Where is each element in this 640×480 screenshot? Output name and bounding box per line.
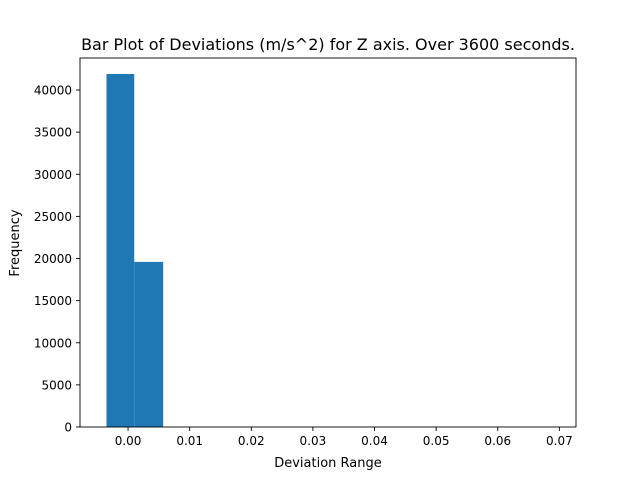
x-tick-label: 0.05: [423, 434, 450, 448]
plot-frame: [79, 57, 577, 428]
bar-2: [134, 261, 164, 427]
y-tick-label: 15000: [34, 294, 72, 308]
bar-1: [106, 74, 135, 428]
x-tick-label: 0.04: [361, 434, 388, 448]
y-axis-label: Frequency: [8, 209, 23, 276]
chart-title: Bar Plot of Deviations (m/s^2) for Z axi…: [81, 35, 575, 54]
x-tick-label: 0.07: [546, 434, 573, 448]
y-tick-label: 10000: [34, 336, 72, 350]
y-tick-label: 35000: [34, 126, 72, 140]
y-tick-label: 40000: [34, 84, 72, 98]
x-axis-label: Deviation Range: [274, 456, 382, 471]
y-tick-label: 25000: [34, 210, 72, 224]
y-tick-label: 0: [64, 421, 72, 435]
y-tick-label: 20000: [34, 252, 72, 266]
x-tick-label: 0.01: [176, 434, 203, 448]
plot-area: 0.00 0.01 0.02 0.03 0.04 0.05 0.06 0.07 0 5000 100…: [34, 57, 577, 448]
x-tick-label: 0.03: [300, 434, 327, 448]
x-tick-label: 0.02: [238, 434, 265, 448]
x-tick-label: 0.00: [115, 434, 142, 448]
y-tick-label: 30000: [34, 168, 72, 182]
x-tick-label: 0.06: [484, 434, 511, 448]
y-tick-label: 5000: [41, 378, 72, 392]
